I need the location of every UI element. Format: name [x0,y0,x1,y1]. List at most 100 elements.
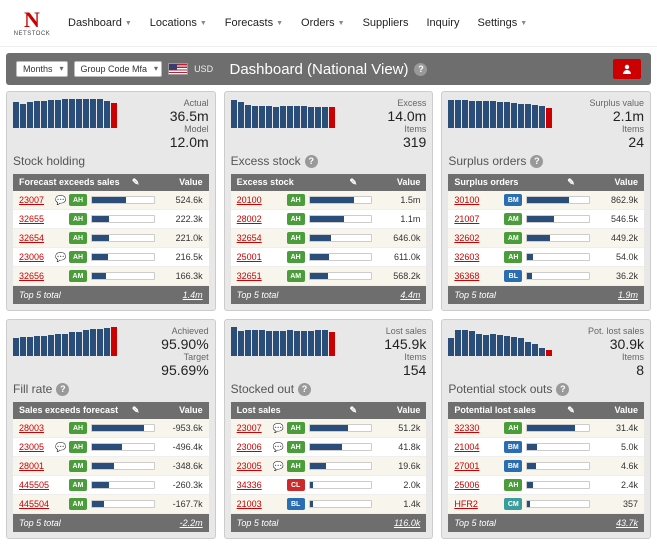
nav-settings[interactable]: Settings▼ [469,11,535,35]
item-link[interactable]: 23006 [19,252,55,262]
spark-bar [546,108,552,128]
comment-icon[interactable]: 💬 [55,195,65,206]
item-link[interactable]: 21003 [237,499,273,509]
item-link[interactable]: 23005 [237,461,273,471]
help-icon[interactable]: ? [298,383,311,396]
item-link[interactable]: 27001 [454,461,490,471]
comment-icon[interactable]: 💬 [273,461,283,472]
item-link[interactable]: 25006 [454,480,490,490]
foot-value[interactable]: 116.0k [394,518,420,528]
item-link[interactable]: 445505 [19,480,55,490]
item-link[interactable]: 20100 [237,195,273,205]
item-link[interactable]: 36368 [454,271,490,281]
row-value: 166.3k [161,271,203,281]
help-icon[interactable]: ? [556,383,569,396]
help-icon[interactable]: ? [305,155,318,168]
table-row: 28003AH-953.6k [13,419,209,438]
foot-value[interactable]: 1.9m [618,290,638,300]
item-link[interactable]: 32655 [19,214,55,224]
kpi-block: Actual36.5mModel12.0m [155,98,209,150]
kpi-value: 24 [589,134,644,150]
item-link[interactable]: 23005 [19,442,55,452]
item-link[interactable]: HFR2 [454,499,490,509]
spark-bar [55,334,61,356]
edit-icon[interactable]: ✎ [564,177,578,188]
comment-icon[interactable]: 💬 [273,442,283,453]
foot-label: Top 5 total [237,518,279,528]
edit-icon[interactable]: ✎ [346,405,360,416]
kpi-value: 30.9k [588,336,644,352]
item-link[interactable]: 23007 [237,423,273,433]
period-select[interactable]: Months [16,61,68,77]
category-badge: AH [69,232,87,244]
comment-icon[interactable]: 💬 [55,252,65,263]
category-badge: AM [69,270,87,282]
col-value: Value [360,405,420,416]
user-button[interactable] [613,59,641,79]
help-icon[interactable]: ? [56,383,69,396]
flag-icon[interactable] [168,63,188,75]
nav-forecasts[interactable]: Forecasts▼ [217,11,291,35]
nav-orders[interactable]: Orders▼ [293,11,353,35]
table-row: 28002AH1.1m [231,210,427,229]
item-link[interactable]: 30100 [454,195,490,205]
foot-value[interactable]: -2.2m [180,518,203,528]
item-link[interactable]: 32603 [454,252,490,262]
item-link[interactable]: 23006 [237,442,273,452]
item-link[interactable]: 21004 [454,442,490,452]
meter-fill [527,463,536,469]
item-link[interactable]: 445504 [19,499,55,509]
item-link[interactable]: 32654 [19,233,55,243]
col-value: Value [143,405,203,416]
foot-value[interactable]: 1.4m [183,290,203,300]
comment-icon[interactable]: 💬 [273,423,283,434]
edit-icon[interactable]: ✎ [129,177,143,188]
nav-inquiry[interactable]: Inquiry [418,11,467,35]
category-badge: AH [69,251,87,263]
spark-bar [245,105,251,128]
spark-bar [329,107,335,128]
nav-suppliers[interactable]: Suppliers [355,11,417,35]
item-link[interactable]: 23007 [19,195,55,205]
nav-dashboard[interactable]: Dashboard▼ [60,11,140,35]
edit-icon[interactable]: ✎ [129,405,143,416]
help-icon[interactable]: ? [414,63,427,76]
item-link[interactable]: 32330 [454,423,490,433]
table-row: 32654AH646.0k [231,229,427,248]
item-link[interactable]: 32654 [237,233,273,243]
spark-bar [259,106,265,128]
foot-value[interactable]: 4.4m [400,290,420,300]
item-link[interactable]: 28001 [19,461,55,471]
nav-locations[interactable]: Locations▼ [142,11,215,35]
sparkline [448,326,582,356]
spark-bar [301,106,307,128]
group-select[interactable]: Group Code Mfa [74,61,163,77]
spark-bar [111,327,117,356]
category-badge: BL [504,270,522,282]
foot-value[interactable]: 43.7k [616,518,638,528]
logo[interactable]: N NETSTOCK [10,6,54,40]
meter-fill [92,482,109,488]
row-value: 524.6k [161,195,203,205]
table-row: 32602AM449.2k [448,229,644,248]
help-icon[interactable]: ? [530,155,543,168]
spark-bar [483,335,489,356]
item-link[interactable]: 25001 [237,252,273,262]
value-meter [91,272,155,280]
item-link[interactable]: 21007 [454,214,490,224]
value-meter [91,443,155,451]
comment-icon[interactable]: 💬 [55,442,65,453]
item-link[interactable]: 34336 [237,480,273,490]
spark-bar [104,328,110,356]
meter-fill [92,235,109,241]
value-meter [309,234,373,242]
row-value: 19.6k [378,461,420,471]
item-link[interactable]: 28002 [237,214,273,224]
item-link[interactable]: 32651 [237,271,273,281]
edit-icon[interactable]: ✎ [564,405,578,416]
edit-icon[interactable]: ✎ [346,177,360,188]
item-link[interactable]: 32602 [454,233,490,243]
item-link[interactable]: 28003 [19,423,55,433]
item-link[interactable]: 32656 [19,271,55,281]
table-header: Sales exceeds forecast✎Value [13,402,209,419]
